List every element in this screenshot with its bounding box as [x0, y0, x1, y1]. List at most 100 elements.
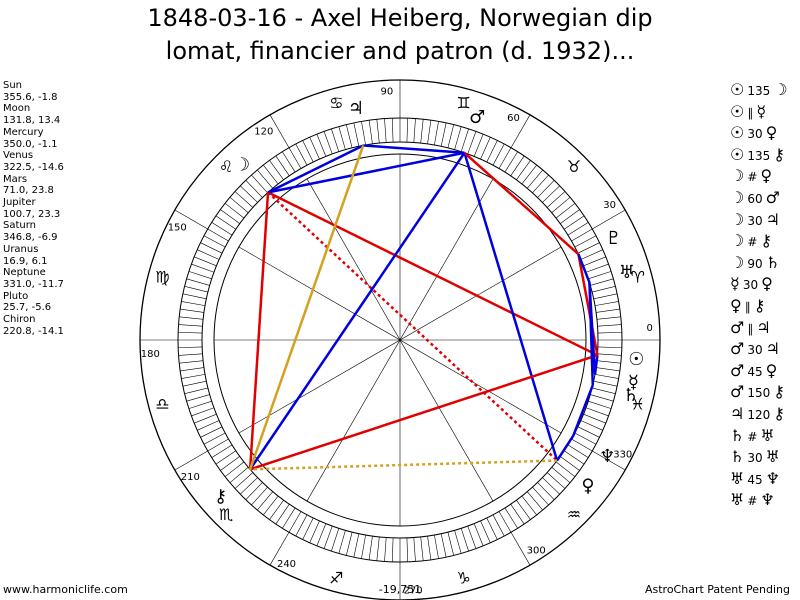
- degree-tick: [597, 324, 622, 327]
- aspect-angle: ∥: [747, 321, 754, 336]
- planet-coords-jupiter: 100.7, 23.3: [3, 208, 61, 220]
- degree-tick: [181, 301, 206, 306]
- chart-title: 1848-03-16 - Axel Heiberg, Norwegian dip…: [0, 2, 800, 68]
- degree-tick: [516, 160, 531, 180]
- aspect-planet-1: ♄: [730, 447, 745, 467]
- planet-name-jupiter: Jupiter: [3, 197, 36, 209]
- degree-tick: [560, 456, 580, 471]
- degree-tick: [527, 491, 543, 511]
- zodiac-sign-2: ♊: [456, 93, 470, 112]
- degree-tick: [580, 249, 603, 260]
- degree-tick: [420, 536, 424, 561]
- aspect-planet-1: ☉: [730, 144, 745, 164]
- aspect-planet-2: ⚷: [760, 231, 773, 251]
- degree-tick: [353, 122, 360, 147]
- patent-footer: AstroChart Patent Pending: [644, 583, 790, 596]
- aspect-planet-1: ♂: [730, 339, 745, 359]
- aspect-planet-2: ☽: [773, 80, 788, 99]
- aspect-row: ☽ # ⚷: [730, 231, 788, 253]
- aspect-row: ☉ 30 ♀: [730, 123, 788, 145]
- degree-tick: [353, 533, 360, 558]
- planet-coords-saturn: 346.8, -6.9: [3, 232, 58, 244]
- degree-label: 240: [277, 559, 296, 570]
- degree-tick: [583, 413, 606, 424]
- aspect-planet-1: ♂: [730, 382, 745, 402]
- degree-tick: [263, 164, 279, 185]
- aspect-angle: ∥: [744, 299, 751, 314]
- degree-tick: [585, 407, 609, 417]
- degree-tick: [316, 523, 327, 546]
- aspect-angle: 30: [747, 451, 763, 466]
- degree-tick: [368, 536, 373, 560]
- aspect-line-moon-sun: [267, 191, 598, 357]
- degree-tick: [338, 530, 346, 554]
- degree-tick: [592, 387, 616, 394]
- degree-tick: [454, 530, 462, 554]
- degree-tick: [184, 286, 208, 293]
- degree-tick: [186, 394, 210, 402]
- planet-name-pluto: Pluto: [3, 290, 29, 302]
- degree-tick: [434, 121, 439, 146]
- zodiac-sign-1: ♉: [567, 157, 581, 176]
- degree-tick: [504, 151, 518, 173]
- degree-tick: [200, 426, 223, 438]
- aspect-planet-1: ☉: [730, 123, 745, 143]
- zodiac-sign-7: ♏: [219, 505, 233, 524]
- aspect-row: ♂ ∥ ♃: [730, 318, 788, 340]
- aspect-line-venus-chiron: [250, 459, 558, 471]
- degree-tick: [588, 400, 612, 409]
- aspect-planet-1: ♀: [730, 295, 742, 315]
- zodiac-sign-11: ♓: [630, 395, 644, 414]
- planet-name-sun: Sun: [3, 80, 23, 91]
- degree-tick: [215, 215, 237, 230]
- aspect-line-moon-mars: [267, 151, 465, 194]
- aspect-planet-1: ♂: [730, 360, 745, 380]
- degree-tick: [467, 525, 477, 549]
- planet-name-venus: Venus: [3, 150, 34, 162]
- aspect-line-pluto-uranus: [577, 253, 591, 283]
- degree-tick: [537, 180, 555, 198]
- degree-label: 150: [168, 223, 187, 234]
- degree-tick: [295, 514, 308, 537]
- degree-tick: [406, 537, 409, 562]
- planet-coords-mercury: 350.0, -1.1: [3, 138, 58, 150]
- aspect-planet-1: ☽: [730, 252, 745, 272]
- zodiac-sign-9: ♑: [456, 569, 470, 588]
- planet-name-chiron: Chiron: [3, 314, 36, 326]
- aspect-planet-2: ♃: [756, 317, 771, 337]
- degree-label: 0: [646, 323, 652, 334]
- degree-tick: [302, 140, 314, 163]
- degree-tick: [440, 533, 447, 558]
- planet-position-list: Sun 355.6, -1.8 Moon 131.8, 13.4 Mercury 350.…: [3, 80, 64, 337]
- degree-tick: [178, 353, 203, 356]
- zodiac-sign-10: ♒: [567, 505, 581, 524]
- degree-tick: [596, 308, 620, 313]
- planet-glyph-neptune: ♆: [599, 446, 615, 467]
- aspect-planet-2: ♀: [761, 274, 773, 294]
- degree-tick: [331, 128, 340, 152]
- aspect-planet-2: ♃: [765, 339, 780, 359]
- degree-tick: [309, 137, 320, 160]
- degree-tick: [521, 164, 537, 185]
- zodiac-sign-6: ♎: [155, 395, 169, 414]
- degree-tick: [368, 120, 373, 144]
- zodiac-sign-0: ♈: [630, 267, 644, 286]
- aspect-planet-2: ♃: [765, 209, 780, 229]
- aspect-row: ♄ # ♅: [730, 426, 788, 448]
- zodiac-sign-3: ♋: [329, 93, 343, 112]
- degree-tick: [197, 420, 220, 431]
- degree-tick: [585, 263, 609, 273]
- degree-tick: [179, 316, 204, 320]
- aspect-list: ☉ 135 ☽ ☉ ∥ ☿ ☉ 30 ♀ ☉ 135 ⚷ ☽ # ♀ ☽ 60 ♂ ☽ 30 ♃ ☽ # ⚷ ☽ 90 ♄ ☿ 30 ♀ ♀…: [730, 80, 788, 512]
- aspect-angle: 30: [747, 343, 763, 358]
- degree-tick: [384, 118, 387, 143]
- aspect-angle: 30: [747, 127, 763, 142]
- degree-tick: [571, 228, 593, 242]
- outer-spoke: [269, 114, 290, 148]
- aspect-angle: #: [747, 170, 758, 185]
- aspect-line-saturn-neptune: [572, 384, 594, 437]
- aspect-planet-2: ⚷: [753, 295, 766, 315]
- degree-tick: [251, 174, 268, 194]
- aspect-planet-1: ☽: [730, 187, 745, 207]
- aspect-planet-1: ♅: [730, 490, 745, 510]
